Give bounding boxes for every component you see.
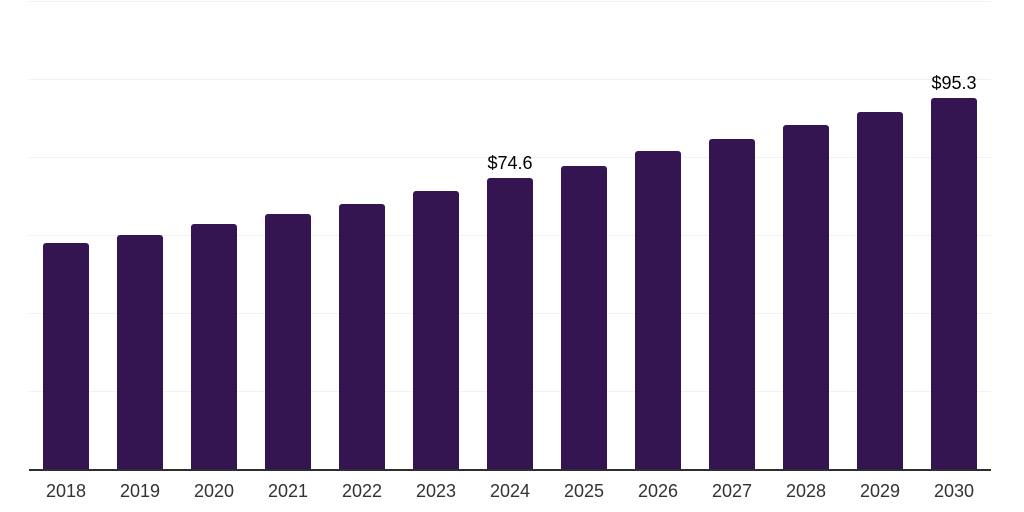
gridline bbox=[29, 0, 991, 2]
bar-2026[interactable] bbox=[635, 151, 681, 470]
x-tick-label: 2021 bbox=[267, 481, 309, 501]
bar-2022[interactable] bbox=[339, 203, 385, 470]
bar-2027[interactable] bbox=[709, 138, 755, 470]
x-tick-label: 2030 bbox=[933, 481, 975, 501]
x-tick-label: 2026 bbox=[637, 481, 679, 501]
bar-2029[interactable] bbox=[857, 111, 903, 470]
gridline bbox=[29, 78, 991, 80]
x-tick-label: 2025 bbox=[563, 481, 605, 501]
x-tick-label: 2027 bbox=[711, 481, 753, 501]
bar-2023[interactable] bbox=[413, 191, 459, 470]
x-tick-label: 2024 bbox=[489, 481, 531, 501]
bar-2025[interactable] bbox=[561, 165, 607, 470]
gridline bbox=[29, 156, 991, 158]
bar-value-label: $74.6 bbox=[487, 153, 533, 174]
bar-2019[interactable] bbox=[117, 234, 163, 470]
x-tick-label: 2020 bbox=[193, 481, 235, 501]
plot-area: $74.6 $95.3 bbox=[29, 0, 991, 470]
x-tick-label: 2029 bbox=[859, 481, 901, 501]
x-tick-label: 2023 bbox=[415, 481, 457, 501]
x-tick-label: 2019 bbox=[119, 481, 161, 501]
x-tick-label: 2022 bbox=[341, 481, 383, 501]
bar-2028[interactable] bbox=[783, 124, 829, 470]
x-axis-line bbox=[29, 469, 991, 471]
x-tick-label: 2028 bbox=[785, 481, 827, 501]
bar-value-label: $95.3 bbox=[931, 72, 977, 93]
bar-2018[interactable] bbox=[43, 242, 89, 470]
x-tick-label: 2018 bbox=[45, 481, 87, 501]
bar-2024[interactable] bbox=[487, 178, 533, 470]
bar-2030[interactable] bbox=[931, 97, 977, 470]
bar-2020[interactable] bbox=[191, 223, 237, 470]
x-axis-labels: 2018 2019 2020 2021 2022 2023 2024 2025 2026 2027… bbox=[29, 481, 991, 505]
bar-2021[interactable] bbox=[265, 214, 311, 470]
